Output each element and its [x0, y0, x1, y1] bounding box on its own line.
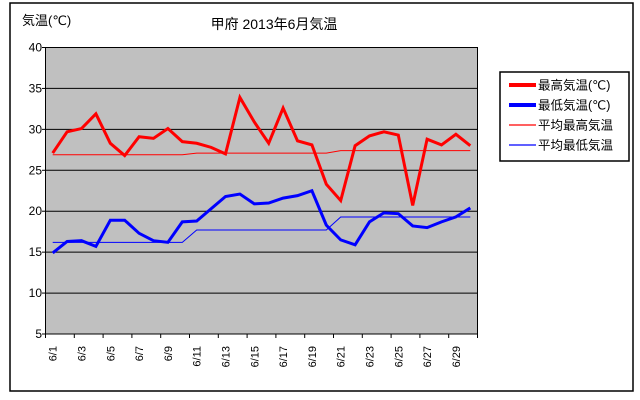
min-temp-line: [51, 188, 472, 255]
y-axis-labels: 40 35 30 25 20 15 10 5: [29, 41, 43, 342]
x-tick-label: 6/5: [105, 346, 117, 361]
series-lines: [51, 93, 472, 255]
x-tick-label: 6/7: [134, 346, 146, 361]
x-tick-label: 6/27: [422, 346, 434, 367]
x-tick-label: 6/29: [451, 346, 463, 367]
legend-label-max: 最高気温(℃): [538, 78, 610, 93]
y-tick-label: 5: [35, 327, 42, 341]
y-tick-label: 40: [29, 41, 43, 55]
x-tick-label: 6/23: [365, 346, 377, 367]
x-tick-label: 6/17: [278, 346, 290, 367]
x-tick-label: 6/3: [77, 346, 89, 361]
x-tick-label: 6/13: [221, 346, 233, 367]
x-axis-ticks: [45, 334, 478, 338]
y-tick-label: 15: [29, 245, 43, 259]
x-tick-label: 6/25: [393, 346, 405, 367]
chart-title: 甲府 2013年6月気温: [211, 16, 338, 32]
legend: 最高気温(℃) 最低気温(℃) 平均最高気温 平均最低気温: [499, 71, 630, 162]
x-tick-label: 6/1: [48, 346, 60, 361]
x-tick-label: 6/15: [249, 346, 261, 367]
legend-label-avg-max: 平均最高気温: [538, 118, 614, 133]
legend-label-avg-min: 平均最低気温: [538, 138, 614, 153]
y-tick-label: 30: [29, 122, 43, 136]
x-tick-label: 6/11: [192, 346, 204, 367]
y-tick-label: 10: [29, 286, 43, 300]
max-temp-line: [51, 93, 472, 206]
y-axis-title: 気温(℃): [22, 13, 71, 28]
x-axis-labels: 6/1 6/3 6/5 6/7 6/9 6/11 6/13 6/15 6/17 6/19 6/21 6…: [48, 346, 463, 367]
y-axis-ticks: [42, 47, 46, 335]
legend-label-min: 最低気温(℃): [538, 98, 610, 113]
x-tick-label: 6/21: [336, 346, 348, 367]
y-tick-label: 20: [29, 204, 43, 218]
gridlines: [45, 87, 478, 294]
plot-area: [45, 47, 478, 335]
x-tick-label: 6/9: [163, 346, 175, 361]
y-tick-label: 25: [29, 163, 43, 177]
x-tick-label: 6/19: [307, 346, 319, 367]
y-tick-label: 35: [29, 81, 43, 95]
